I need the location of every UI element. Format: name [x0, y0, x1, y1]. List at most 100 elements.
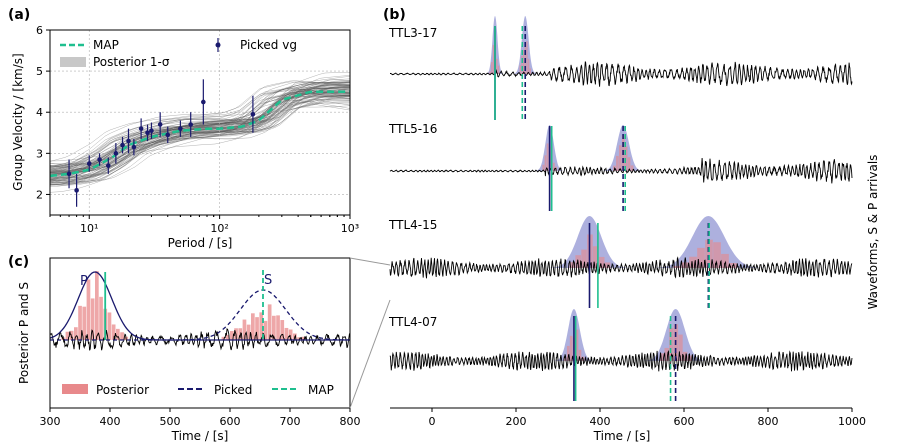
b-hist-bar-s	[627, 157, 631, 171]
a-xtick-label: 10²	[210, 222, 228, 235]
b-trace-label: TTL4-15	[388, 218, 437, 232]
c-xtick-label: 300	[40, 415, 61, 428]
b-trace-group: TTL5-16	[388, 122, 853, 211]
a-ensemble-curve	[49, 87, 351, 171]
a-ensemble-curve	[49, 78, 351, 173]
a-pick-point	[86, 161, 92, 166]
a-ensemble-curve	[49, 90, 351, 172]
a-ensemble-curve	[49, 100, 351, 181]
a-ensemble-curve	[49, 81, 351, 168]
c-xtick-label: 500	[160, 415, 181, 428]
b-hist-bar-s	[521, 55, 523, 74]
b-xlabel: Time / [s]	[593, 429, 651, 443]
b-hist-bar-p	[542, 164, 545, 171]
a-ensemble-curve	[49, 102, 351, 185]
a-ytick-label: 6	[36, 24, 43, 37]
a-ytick-label: 3	[36, 147, 43, 160]
c-gaussians	[49, 271, 350, 341]
a-ensemble-curve	[49, 95, 351, 178]
a-pick-point	[66, 171, 72, 177]
a-map-line	[49, 90, 350, 178]
c-hist-bar-p	[65, 331, 70, 340]
a-pick-point	[113, 151, 119, 156]
c-p-label: P	[80, 274, 88, 289]
c-legend-picked-label: Picked	[214, 383, 252, 397]
b-hist-bar-p	[598, 256, 605, 268]
b-hist-bar-s	[713, 242, 721, 268]
c-hist-bar-p	[78, 305, 82, 340]
c-hist-bar-s	[272, 315, 276, 340]
c-hist-bar-s	[242, 319, 247, 340]
a-ensemble-curve	[49, 84, 351, 172]
a-ensemble-curve	[49, 95, 351, 186]
b-hist-bar-p	[496, 58, 498, 74]
c-hist-bar-p	[74, 327, 78, 340]
b-hist-bar-p	[489, 71, 491, 74]
a-pick-point	[97, 157, 102, 162]
c-hist-bar-s	[255, 317, 259, 340]
a-ytick-label: 5	[36, 65, 43, 78]
b-hist-bar-p	[552, 162, 555, 171]
b-hist-bar-s	[616, 155, 619, 171]
a-ensemble-curve	[49, 91, 351, 181]
b-hist-bar-s	[527, 58, 530, 74]
a-xlabel: Period / [s]	[168, 236, 233, 250]
b-trace-label: TTL5-16	[388, 122, 437, 136]
a-ensemble-curve	[49, 95, 351, 185]
a-posterior-ensemble	[49, 72, 351, 193]
panel-c-letter: (c)	[8, 254, 29, 270]
c-hist-bar-p	[99, 296, 103, 340]
c-s-label: S	[264, 273, 272, 288]
c-hist-bar-s	[259, 312, 264, 340]
b-hist-bar-s	[659, 353, 665, 361]
c-hist-bar-p	[111, 324, 116, 340]
zoom-connector-top	[349, 257, 391, 266]
b-waveform	[389, 157, 853, 184]
c-hist-bar-p	[90, 298, 95, 340]
a-legend: MAP Posterior 1-σ	[60, 38, 170, 69]
a-ensemble-curve	[49, 88, 351, 170]
c-gauss-s	[50, 289, 350, 341]
a-pick-point	[201, 99, 206, 105]
b-xtick-label: 800	[758, 415, 779, 428]
b-hist-bar-s	[678, 334, 683, 361]
c-map-lines	[104, 270, 264, 340]
panel-a: (a) 10¹ 10² 10³ 2 3 4 5 6 Period / [s] Group V…	[8, 7, 359, 250]
b-trace-group: TTL3-17	[388, 16, 853, 120]
c-hist-bar-p	[120, 332, 124, 340]
b-hist-bar-p	[492, 45, 495, 74]
a-ensemble-curve	[49, 84, 351, 178]
b-hist-bar-s	[689, 256, 697, 268]
b-hist-bar-s	[664, 347, 669, 361]
c-legend-posterior-swatch	[62, 384, 88, 394]
b-trace-label: TTL3-17	[388, 26, 437, 40]
c-hist-bar-s	[263, 320, 268, 340]
b-hist-bar-p	[491, 62, 493, 74]
a-pick-point	[157, 122, 163, 127]
a-legend-posterior-swatch	[60, 57, 86, 67]
c-hist-bar-s	[221, 336, 226, 340]
a-pick-point	[74, 188, 79, 193]
b-waveform	[389, 256, 853, 279]
c-hist-bar-p	[86, 279, 91, 340]
c-hist-bar-s	[284, 327, 289, 340]
c-gauss-p	[49, 271, 350, 341]
a-ensemble-curve	[49, 90, 351, 183]
c-hist-bar-s	[230, 331, 234, 340]
a-legend-map-label: MAP	[93, 38, 119, 52]
b-xtick-label: 1000	[838, 415, 866, 428]
a-map-curve	[49, 90, 350, 178]
a-pick-point	[250, 111, 256, 117]
a-ensemble-curve	[49, 88, 351, 173]
b-hist-bar-s	[519, 65, 521, 74]
b-hist-bar-s	[624, 146, 628, 171]
b-xtick-label: 200	[506, 415, 527, 428]
b-hist-bar-s	[681, 262, 689, 268]
c-xtick-label: 800	[340, 415, 361, 428]
c-hist-bar-s	[276, 315, 280, 340]
b-hist-bar-p	[593, 246, 599, 268]
c-hist-bar-s	[251, 313, 255, 340]
c-xtick-label: 700	[280, 415, 301, 428]
b-xaxis: 0 200 400 600 800 1000	[390, 407, 866, 428]
